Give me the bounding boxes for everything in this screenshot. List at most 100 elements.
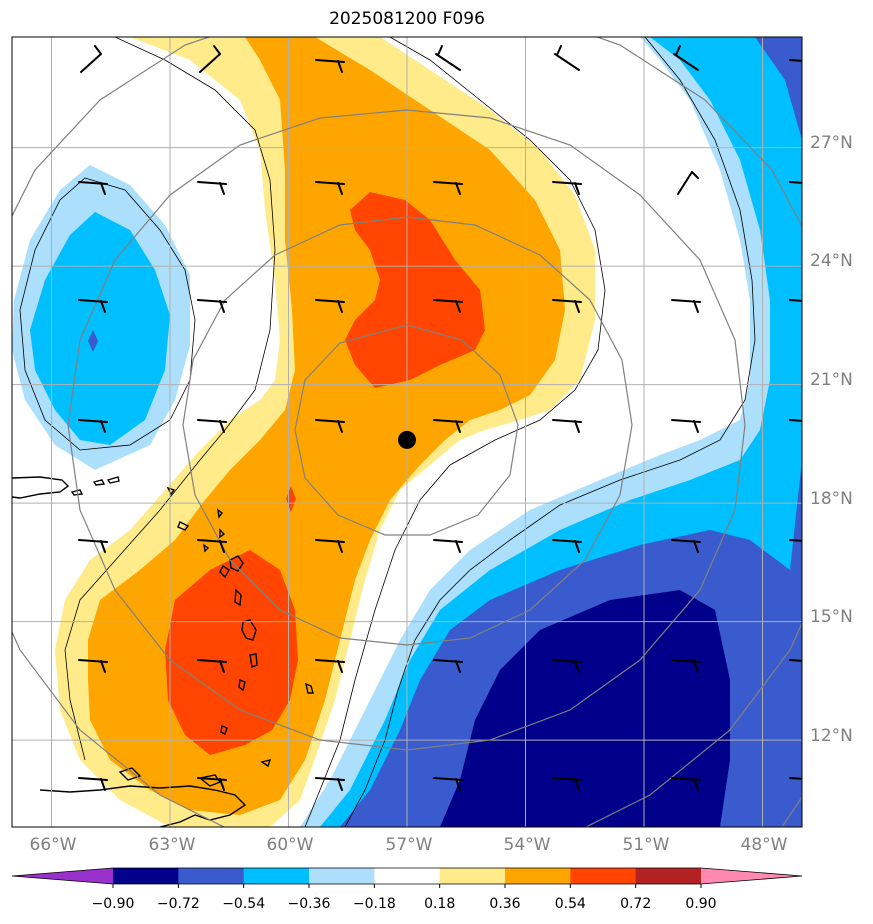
wind-barb: [197, 299, 227, 313]
colorbar-tick-label-9: 0.90: [685, 896, 716, 912]
wind-barb: [671, 777, 701, 791]
colorbar-above-triangle: [701, 868, 802, 884]
lat-label-27n: 27°N: [810, 133, 853, 153]
colorbar-tick-label-4: −0.18: [353, 896, 396, 912]
lat-label-15n: 15°N: [810, 607, 853, 627]
colorbar-bin-2: [243, 868, 310, 884]
wind-barb: [197, 539, 227, 553]
contour-line-ridge-west: [64, 37, 276, 761]
wind-barb: [552, 419, 582, 433]
colorbar-tick-label-3: −0.36: [288, 896, 331, 912]
wind-barb: [554, 45, 580, 71]
lat-label-18n: 18°N: [810, 489, 853, 509]
negative-shading: [12, 37, 802, 827]
storm-center-marker: [398, 430, 416, 449]
lat-label-12n: 12°N: [810, 726, 853, 746]
wind-barb: [78, 181, 108, 195]
wind-barb: [433, 299, 463, 313]
contour-line-west: [19, 177, 196, 451]
colorbar-tick-label-5: 0.18: [424, 896, 455, 912]
longitude-labels: 66°W 63°W 60°W 57°W 54°W 51°W 48°W: [30, 835, 788, 855]
colorbar-ticks: −0.90 −0.72 −0.54 −0.36 −0.18 0.18 0.36 0.54 0.7…: [92, 884, 717, 912]
map-title: 2025081200 F096: [329, 9, 485, 29]
lon-label-66w: 66°W: [30, 835, 77, 855]
wind-barb: [315, 659, 345, 673]
wind-barb: [552, 777, 582, 791]
latitude-labels: 27°N 24°N 21°N 18°N 15°N 12°N: [810, 133, 853, 746]
coast-guadeloupe: [219, 555, 244, 579]
coast-dominica: [234, 588, 242, 607]
colorbar-bin-7: [570, 868, 637, 884]
map-area: [12, 37, 802, 827]
wind-barb: [552, 299, 582, 313]
coastlines: [12, 476, 314, 827]
wind-barb: [78, 659, 108, 673]
wind-barb: [789, 419, 802, 422]
wind-barb: [789, 181, 802, 184]
colorbar-tick-label-6: 0.36: [489, 896, 520, 912]
wind-barb: [433, 539, 463, 553]
wind-barb: [315, 419, 345, 433]
colorbar-tick-label-7: 0.54: [555, 896, 586, 912]
lon-label-54w: 54°W: [504, 835, 551, 855]
wind-barb: [197, 419, 227, 433]
wind-barb: [78, 419, 108, 433]
wind-barb: [315, 181, 345, 195]
wind-barb: [433, 181, 463, 195]
lon-label-57w: 57°W: [386, 835, 433, 855]
contour-lines: [19, 37, 756, 827]
lat-label-24n: 24°N: [810, 251, 853, 271]
lon-label-63w: 63°W: [149, 835, 196, 855]
positive-shading: [55, 37, 595, 827]
coast-st-vincent: [238, 679, 246, 692]
map-frame: [11, 36, 803, 828]
colorbar-bin-5: [439, 868, 506, 884]
colorbar-bins: [113, 868, 702, 884]
contour-fill-p054-south: [165, 550, 298, 755]
wind-barb: [677, 171, 699, 195]
wind-barb: [789, 659, 802, 662]
colorbar-bin-0: [113, 868, 179, 884]
wind-barb: [78, 539, 108, 553]
colorbar-bin-4: [374, 868, 441, 884]
range-circle-1: [294, 324, 519, 536]
gridlines: [12, 37, 802, 827]
contour-fill-p054-north: [345, 192, 485, 388]
wind-barb: [315, 299, 345, 313]
wind-barb: [671, 419, 701, 433]
wind-barb: [315, 539, 345, 553]
wind-barb: [789, 299, 802, 302]
wind-barb: [671, 539, 701, 553]
wind-barb: [789, 539, 802, 542]
wind-barb: [789, 59, 802, 62]
coast-grenada: [220, 725, 228, 735]
wind-barb: [197, 659, 227, 673]
wind-barb: [789, 777, 802, 780]
coast-barbados: [305, 682, 314, 694]
lon-label-51w: 51°W: [623, 835, 670, 855]
colorbar-tick-label-2: −0.54: [222, 896, 265, 912]
lon-label-48w: 48°W: [741, 835, 788, 855]
coast-puerto-rico: [12, 476, 70, 499]
contour-fill-n090-east: [440, 590, 730, 827]
coast-tobago: [260, 759, 272, 768]
wind-barb: [80, 45, 102, 73]
contour-fill-n054-west: [30, 212, 170, 445]
wind-barb: [78, 299, 108, 313]
coast-leewards-a: [203, 508, 226, 553]
wind-barb: [552, 181, 582, 195]
wind-barb: [671, 299, 701, 313]
range-circle-2: [182, 216, 633, 646]
wind-barb: [433, 419, 463, 433]
wind-barb: [433, 777, 463, 791]
colorbar-bin-6: [505, 868, 571, 884]
wind-barb: [315, 777, 345, 791]
colorbar: −0.90 −0.72 −0.54 −0.36 −0.18 0.18 0.36 0.54 0.7…: [11, 867, 803, 912]
colorbar-tick-label-0: −0.90: [92, 896, 135, 912]
contour-fill-n072-west: [88, 330, 98, 352]
colorbar-tick-label-1: −0.72: [157, 896, 200, 912]
wind-barb: [197, 777, 227, 791]
colorbar-tick-label-8: 0.72: [620, 896, 651, 912]
colorbar-below-triangle: [12, 868, 113, 884]
wind-barb: [78, 777, 108, 791]
